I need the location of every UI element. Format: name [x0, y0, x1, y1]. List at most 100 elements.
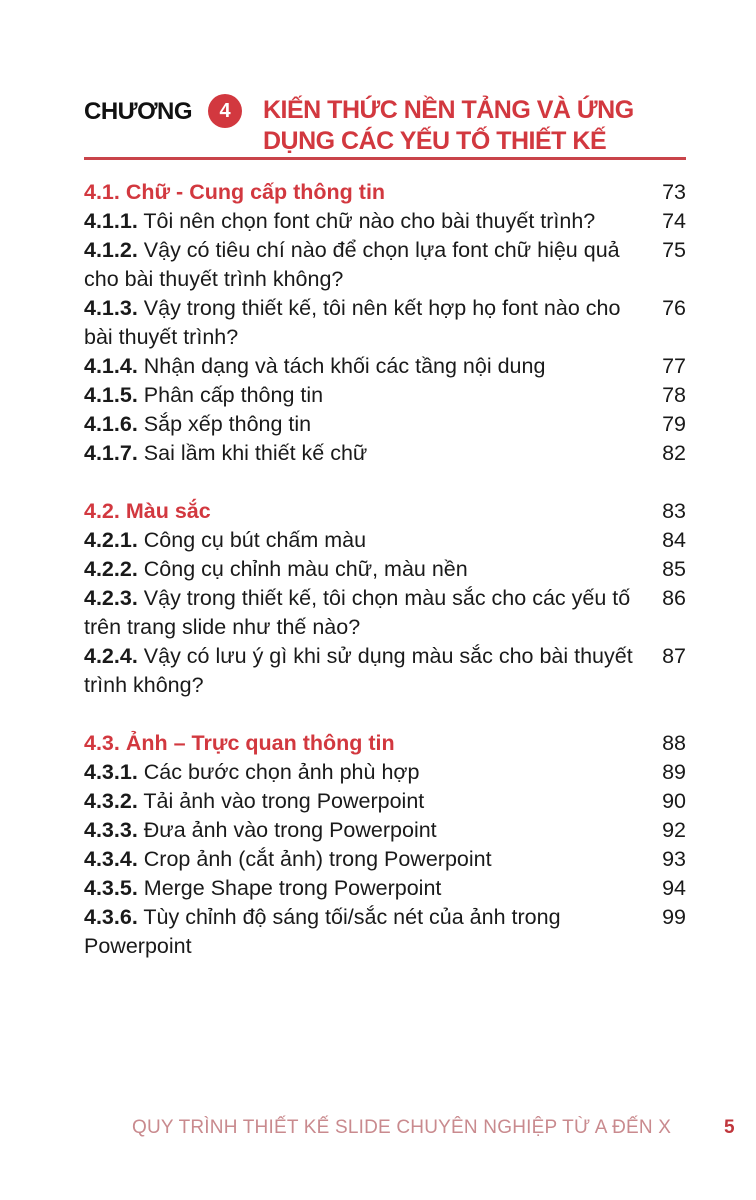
entry-title: 4.1.1. Tôi nên chọn font chữ nào cho bài…	[84, 207, 639, 236]
entry-number: 4.2.3.	[84, 586, 138, 610]
entry-text: Vậy có lưu ý gì khi sử dụng màu sắc cho …	[84, 644, 633, 697]
entry-number: 4.1.3.	[84, 296, 138, 320]
entry-title: 4.2.3. Vậy trong thiết kế, tôi chọn màu …	[84, 584, 639, 642]
entry-text: Nhận dạng và tách khối các tầng nội dung	[143, 354, 546, 378]
entry-text: Công cụ chỉnh màu chữ, màu nền	[143, 557, 468, 581]
toc-entry[interactable]: 4.3.2. Tải ảnh vào trong Powerpoint 90	[84, 787, 686, 816]
entry-page: 79	[662, 412, 686, 436]
entry-title: 4.3.3. Đưa ảnh vào trong Powerpoint	[84, 816, 639, 845]
section-title: 4.3. Ảnh – Trực quan thông tin	[84, 729, 639, 758]
chapter-label: CHƯƠNG	[84, 98, 193, 125]
entry-text: Vậy có tiêu chí nào để chọn lựa font chữ…	[84, 238, 620, 291]
entry-page: 99	[662, 905, 686, 929]
toc-entry[interactable]: 4.1.2. Vậy có tiêu chí nào để chọn lựa f…	[84, 236, 686, 294]
toc-entry[interactable]: 4.1.7. Sai lầm khi thiết kế chữ 82	[84, 439, 686, 468]
entry-number: 4.1.6.	[84, 412, 138, 436]
entry-title: 4.1.3. Vậy trong thiết kế, tôi nên kết h…	[84, 294, 639, 352]
entry-page: 84	[662, 528, 686, 552]
entry-number: 4.2.4.	[84, 644, 138, 668]
page-number: 5	[724, 1117, 735, 1138]
entry-number: 4.1.7.	[84, 441, 138, 465]
section-page: 88	[662, 731, 686, 755]
toc-entry[interactable]: 4.3.5. Merge Shape trong Powerpoint 94	[84, 874, 686, 903]
entry-text: Sai lầm khi thiết kế chữ	[143, 441, 368, 465]
entry-number: 4.3.6.	[84, 905, 138, 929]
toc-entry[interactable]: 4.3.1. Các bước chọn ảnh phù hợp 89	[84, 758, 686, 787]
section-title: 4.1. Chữ - Cung cấp thông tin	[84, 178, 639, 207]
entry-number: 4.3.4.	[84, 847, 138, 871]
toc-entry[interactable]: 4.3.4. Crop ảnh (cắt ảnh) trong Powerpoi…	[84, 845, 686, 874]
entry-page: 82	[662, 441, 686, 465]
entry-page: 89	[662, 760, 686, 784]
toc-entry[interactable]: 4.1.6. Sắp xếp thông tin 79	[84, 410, 686, 439]
entry-title: 4.3.1. Các bước chọn ảnh phù hợp	[84, 758, 639, 787]
entry-page: 76	[662, 296, 686, 320]
entry-text: Tôi nên chọn font chữ nào cho bài thuyết…	[143, 209, 596, 233]
entry-text: Sắp xếp thông tin	[143, 412, 312, 436]
entry-number: 4.3.3.	[84, 818, 138, 842]
entry-page: 75	[662, 238, 686, 262]
entry-number: 4.2.1.	[84, 528, 138, 552]
section-gap	[84, 468, 686, 497]
entry-title: 4.1.5. Phân cấp thông tin	[84, 381, 639, 410]
entry-title: 4.1.2. Vậy có tiêu chí nào để chọn lựa f…	[84, 236, 639, 294]
entry-text: Merge Shape trong Powerpoint	[143, 876, 442, 900]
footer-book-title: QUY TRÌNH THIẾT KẾ SLIDE CHUYÊN NGHIỆP T…	[132, 1117, 672, 1138]
entry-number: 4.2.2.	[84, 557, 138, 581]
entry-text: Các bước chọn ảnh phù hợp	[143, 760, 420, 784]
entry-title: 4.3.5. Merge Shape trong Powerpoint	[84, 874, 639, 903]
entry-text: Phân cấp thông tin	[143, 383, 324, 407]
entry-number: 4.3.5.	[84, 876, 138, 900]
entry-number: 4.1.4.	[84, 354, 138, 378]
entry-page: 86	[662, 586, 686, 610]
entry-text: Công cụ bút chấm màu	[143, 528, 367, 552]
entry-page: 87	[662, 644, 686, 668]
chapter-title-line: KIẾN THỨC NỀN TẢNG VÀ ỨNG	[263, 96, 634, 124]
entry-title: 4.1.6. Sắp xếp thông tin	[84, 410, 639, 439]
entry-number: 4.1.5.	[84, 383, 138, 407]
toc-section[interactable]: 4.2. Màu sắc 83	[84, 497, 686, 526]
toc-entry[interactable]: 4.1.3. Vậy trong thiết kế, tôi nên kết h…	[84, 294, 686, 352]
toc-entry[interactable]: 4.1.1. Tôi nên chọn font chữ nào cho bài…	[84, 207, 686, 236]
toc-entry[interactable]: 4.1.5. Phân cấp thông tin 78	[84, 381, 686, 410]
section-page: 83	[662, 499, 686, 523]
entry-page: 92	[662, 818, 686, 842]
entry-text: Tùy chỉnh độ sáng tối/sắc nét của ảnh tr…	[84, 905, 561, 958]
entry-page: 93	[662, 847, 686, 871]
chapter-number-badge: 4	[208, 94, 242, 128]
section-number: 4.3.	[84, 731, 120, 755]
entry-text: Vậy trong thiết kế, tôi chọn màu sắc cho…	[84, 586, 631, 639]
toc-entry[interactable]: 4.3.6. Tùy chỉnh độ sáng tối/sắc nét của…	[84, 903, 686, 961]
section-text: Chữ - Cung cấp thông tin	[125, 180, 386, 204]
section-text: Màu sắc	[125, 499, 211, 523]
toc-entry[interactable]: 4.2.3. Vậy trong thiết kế, tôi chọn màu …	[84, 584, 686, 642]
table-of-contents: 4.1. Chữ - Cung cấp thông tin 73 4.1.1. Tô…	[84, 178, 686, 961]
entry-number: 4.3.1.	[84, 760, 138, 784]
entry-title: 4.2.1. Công cụ bút chấm màu	[84, 526, 639, 555]
toc-section[interactable]: 4.1. Chữ - Cung cấp thông tin 73	[84, 178, 686, 207]
toc-entry[interactable]: 4.2.1. Công cụ bút chấm màu 84	[84, 526, 686, 555]
entry-number: 4.1.2.	[84, 238, 138, 262]
entry-page: 85	[662, 557, 686, 581]
toc-section[interactable]: 4.3. Ảnh – Trực quan thông tin 88	[84, 729, 686, 758]
entry-page: 90	[662, 789, 686, 813]
section-number: 4.1.	[84, 180, 120, 204]
section-text: Ảnh – Trực quan thông tin	[125, 731, 395, 755]
entry-title: 4.1.4. Nhận dạng và tách khối các tầng n…	[84, 352, 639, 381]
entry-title: 4.1.7. Sai lầm khi thiết kế chữ	[84, 439, 639, 468]
entry-title: 4.3.2. Tải ảnh vào trong Powerpoint	[84, 787, 639, 816]
toc-entry[interactable]: 4.2.2. Công cụ chỉnh màu chữ, màu nền 85	[84, 555, 686, 584]
toc-entry[interactable]: 4.3.3. Đưa ảnh vào trong Powerpoint 92	[84, 816, 686, 845]
entry-text: Tải ảnh vào trong Powerpoint	[143, 789, 425, 813]
entry-page: 94	[662, 876, 686, 900]
entry-title: 4.2.2. Công cụ chỉnh màu chữ, màu nền	[84, 555, 639, 584]
toc-entry[interactable]: 4.1.4. Nhận dạng và tách khối các tầng n…	[84, 352, 686, 381]
section-number: 4.2.	[84, 499, 120, 523]
toc-entry[interactable]: 4.2.4. Vậy có lưu ý gì khi sử dụng màu s…	[84, 642, 686, 700]
entry-number: 4.1.1.	[84, 209, 138, 233]
section-title: 4.2. Màu sắc	[84, 497, 639, 526]
chapter-header: CHƯƠNG 4 KIẾN THỨC NỀN TẢNG VÀ ỨNG DỤNG …	[84, 94, 686, 158]
section-page: 73	[662, 180, 686, 204]
entry-page: 77	[662, 354, 686, 378]
chapter-title: KIẾN THỨC NỀN TẢNG VÀ ỨNG DỤNG CÁC YẾU T…	[263, 95, 683, 157]
